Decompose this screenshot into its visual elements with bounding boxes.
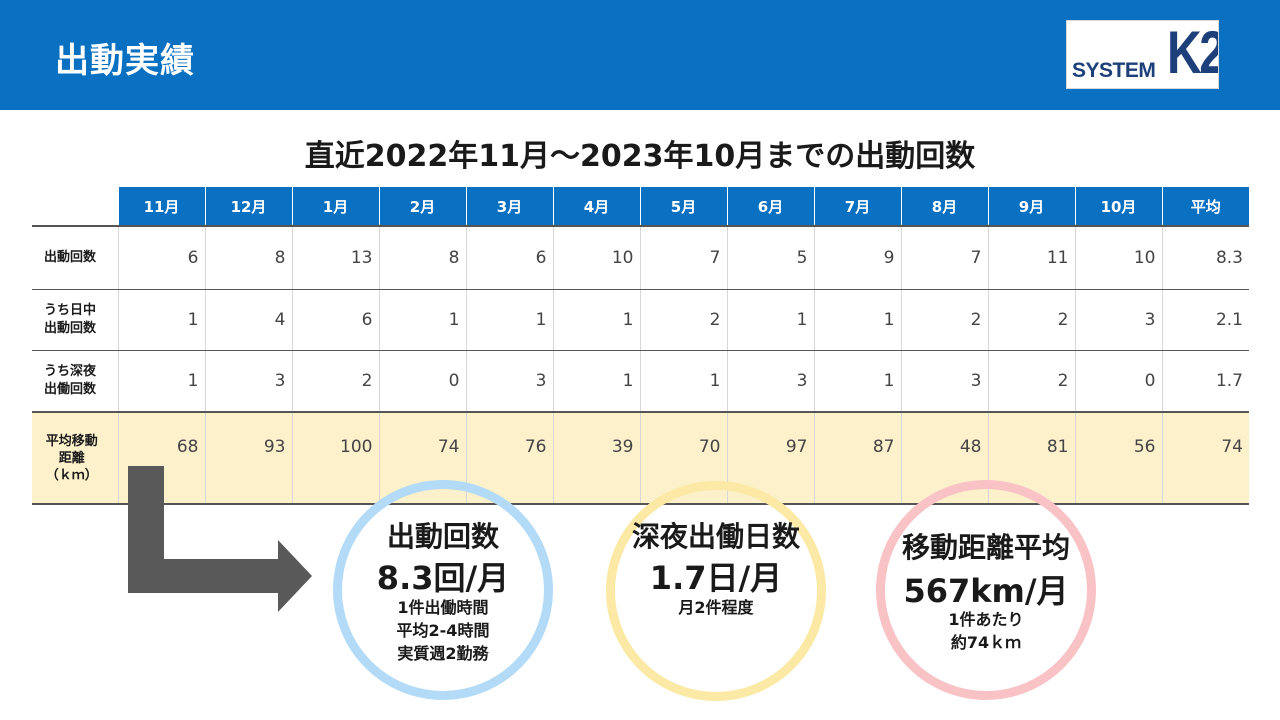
table-row: 出動回数 6 8 13 8 6 10 7 5 9 7 11 10 8.3 xyxy=(32,226,1249,290)
table-cell: 1 xyxy=(378,289,466,351)
column-header: 6月 xyxy=(726,187,814,227)
table-cell: 3 xyxy=(465,350,553,413)
column-header: 5月 xyxy=(639,187,727,227)
column-header: 11月 xyxy=(117,187,205,227)
column-header: 8月 xyxy=(900,187,988,227)
table-cell: 8 xyxy=(204,226,292,290)
table-cell: 6 xyxy=(117,226,205,290)
column-header: 3月 xyxy=(465,187,553,227)
column-header: 10月 xyxy=(1074,187,1162,227)
dispatch-table: 11月 12月 1月 2月 3月 4月 5月 6月 7月 8月 9月 10月 平… xyxy=(32,187,1249,505)
table-cell: 9 xyxy=(813,226,901,290)
company-logo: SYSTEM K2 xyxy=(1066,20,1219,89)
table-cell: 0 xyxy=(1074,350,1162,413)
stat-circle-night-days: 深夜出働日数 1.7日/月 月2件程度 xyxy=(606,481,826,701)
stat-value: 8.3回/月 xyxy=(376,559,510,597)
table-cell: 3 xyxy=(204,350,292,413)
logo-text: SYSTEM xyxy=(1072,59,1156,82)
table-cell: 13 xyxy=(291,226,379,290)
table-cell: 2.1 xyxy=(1161,289,1249,351)
table-cell: 3 xyxy=(900,350,988,413)
stat-value: 1.7日/月 xyxy=(649,559,783,597)
table-cell: 2 xyxy=(987,289,1075,351)
bent-arrow-right-icon xyxy=(128,466,312,612)
table-cell: 74 xyxy=(1161,412,1249,505)
table-cell: 1 xyxy=(465,289,553,351)
column-header: 12月 xyxy=(204,187,292,227)
table-cell: 7 xyxy=(900,226,988,290)
table-cell: 1 xyxy=(552,289,640,351)
column-header: 9月 xyxy=(987,187,1075,227)
table-cell: 3 xyxy=(726,350,814,413)
stat-title: 出動回数 xyxy=(386,520,499,553)
table-cell: 2 xyxy=(900,289,988,351)
table-cell: 1.7 xyxy=(1161,350,1249,413)
table-cell: 8 xyxy=(378,226,466,290)
row-label: うち深夜 出働回数 xyxy=(32,350,118,413)
column-header: 4月 xyxy=(552,187,640,227)
stat-note: 月2件程度 xyxy=(678,598,754,617)
table-row: うち日中 出動回数 1 4 6 1 1 1 2 1 1 2 2 3 2.1 xyxy=(32,289,1249,351)
table-row-highlighted: 平均移動 距離 （ｋｍ） 68 93 100 74 76 39 70 97 87 4… xyxy=(32,412,1249,505)
table-cell: 1 xyxy=(726,289,814,351)
logo-mark: K2 xyxy=(1167,20,1219,86)
column-header: 7月 xyxy=(813,187,901,227)
table-cell: 1 xyxy=(639,350,727,413)
column-header: 平均 xyxy=(1161,187,1249,227)
table-cell: 10 xyxy=(552,226,640,290)
table-cell: 8.3 xyxy=(1161,226,1249,290)
column-header: 2月 xyxy=(378,187,466,227)
table-cell: 6 xyxy=(291,289,379,351)
table-cell: 56 xyxy=(1074,412,1162,505)
stat-title: 深夜出働日数 xyxy=(631,520,800,553)
table-cell: 1 xyxy=(813,289,901,351)
row-label: 平均移動 距離 （ｋｍ） xyxy=(32,412,118,505)
table-cell: 1 xyxy=(117,350,205,413)
row-label: 出動回数 xyxy=(32,226,118,290)
stat-note: 1件出働時間 平均2-4時間 実質週2勤務 xyxy=(396,598,490,663)
table-cell: 2 xyxy=(291,350,379,413)
table-corner-cell xyxy=(32,187,118,227)
page-title: 出動実績 xyxy=(55,41,195,81)
table-cell: 7 xyxy=(639,226,727,290)
table-cell: 2 xyxy=(987,350,1075,413)
table-cell: 10 xyxy=(1074,226,1162,290)
header-bar: 出動実績 SYSTEM K2 xyxy=(0,0,1280,110)
table-row: うち深夜 出働回数 1 3 2 0 3 1 1 3 1 3 2 0 1.7 xyxy=(32,350,1249,413)
table-cell: 1 xyxy=(117,289,205,351)
table-cell: 6 xyxy=(465,226,553,290)
table-header-row: 11月 12月 1月 2月 3月 4月 5月 6月 7月 8月 9月 10月 平… xyxy=(32,187,1249,227)
table-cell: 5 xyxy=(726,226,814,290)
table-cell: 97 xyxy=(726,412,814,505)
stat-title: 移動距離平均 xyxy=(901,531,1070,564)
table-heading: 直近2022年11月～2023年10月までの出動回数 xyxy=(304,139,976,174)
table-cell: 100 xyxy=(291,412,379,505)
table-cell: 0 xyxy=(378,350,466,413)
row-label: うち日中 出動回数 xyxy=(32,289,118,351)
table-cell: 3 xyxy=(1074,289,1162,351)
table-cell: 87 xyxy=(813,412,901,505)
table-cell: 1 xyxy=(552,350,640,413)
table-cell: 4 xyxy=(204,289,292,351)
table-cell: 2 xyxy=(639,289,727,351)
table-cell: 1 xyxy=(813,350,901,413)
stat-note: 1件あたり 約74ｋｍ xyxy=(948,610,1024,652)
table-cell: 39 xyxy=(552,412,640,505)
table-cell: 93 xyxy=(204,412,292,505)
stat-circle-dispatch-count: 出動回数 8.3回/月 1件出働時間 平均2-4時間 実質週2勤務 xyxy=(333,480,553,700)
table-cell: 11 xyxy=(987,226,1075,290)
stat-circle-travel-distance: 移動距離平均 567km/月 1件あたり 約74ｋｍ xyxy=(876,480,1096,700)
stat-value: 567km/月 xyxy=(903,572,1069,610)
column-header: 1月 xyxy=(291,187,379,227)
